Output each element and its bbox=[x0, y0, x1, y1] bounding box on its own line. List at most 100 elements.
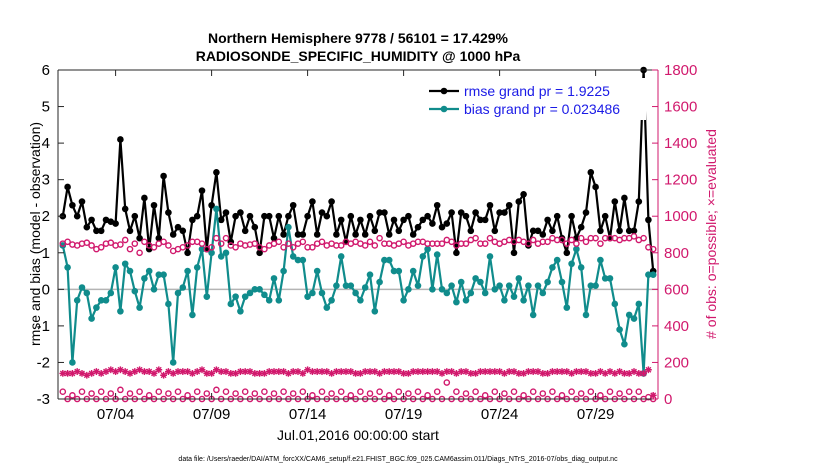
point-rmse bbox=[333, 231, 340, 238]
point-bias bbox=[309, 289, 316, 297]
y-tick-label-right: 1600 bbox=[664, 99, 697, 116]
point-possible bbox=[213, 234, 220, 242]
point-evaluated bbox=[174, 368, 182, 375]
point-bias bbox=[102, 297, 110, 304]
point-evaluated bbox=[213, 366, 220, 374]
point-evaluated bbox=[107, 366, 115, 374]
point-possible bbox=[400, 238, 407, 246]
point-rmse bbox=[208, 201, 215, 209]
point-bias bbox=[462, 297, 470, 304]
point-rmse bbox=[318, 209, 326, 216]
point-bias bbox=[333, 282, 340, 289]
point-rmse bbox=[529, 227, 537, 235]
point-possible-low bbox=[318, 388, 326, 395]
point-evaluated bbox=[189, 370, 196, 377]
point-bias bbox=[419, 253, 427, 260]
point-rmse bbox=[409, 231, 417, 238]
point-bias bbox=[241, 293, 249, 300]
point-bias bbox=[400, 297, 407, 304]
point-rmse bbox=[222, 209, 230, 216]
point-possible bbox=[121, 236, 129, 244]
point-bias bbox=[160, 271, 167, 279]
point-rmse bbox=[371, 227, 379, 235]
point-bias bbox=[169, 359, 177, 366]
point-evaluated bbox=[438, 370, 446, 377]
point-rmse bbox=[294, 231, 302, 238]
point-rmse bbox=[563, 249, 571, 257]
point-bias bbox=[251, 286, 259, 293]
point-rmse bbox=[361, 231, 369, 238]
y-tick-label-right: 200 bbox=[664, 354, 689, 371]
point-bias bbox=[366, 271, 374, 279]
point-bias bbox=[318, 289, 326, 297]
series-evaluated bbox=[59, 366, 657, 399]
y-tick-label-right: 0 bbox=[664, 391, 672, 408]
point-bias bbox=[525, 282, 532, 289]
point-rmse bbox=[126, 227, 134, 235]
point-rmse bbox=[645, 216, 652, 224]
point-rmse bbox=[491, 227, 499, 235]
point-bias bbox=[265, 297, 273, 304]
point-rmse bbox=[549, 227, 556, 235]
y-axis-label-left: rmse and bias (model - observation) bbox=[27, 122, 43, 346]
point-evaluated bbox=[136, 366, 143, 374]
point-rmse bbox=[174, 223, 182, 231]
point-evaluated bbox=[270, 368, 278, 375]
point-evaluated bbox=[501, 370, 508, 377]
point-rmse bbox=[592, 183, 599, 191]
y-tick-label-left: 4 bbox=[42, 135, 50, 152]
point-rmse bbox=[544, 216, 551, 224]
point-evaluated bbox=[376, 370, 383, 377]
point-bias bbox=[390, 267, 398, 275]
point-evaluated bbox=[208, 370, 215, 377]
point-bias bbox=[203, 293, 211, 300]
point-rmse bbox=[381, 209, 388, 216]
legend-marker-rmse bbox=[440, 87, 448, 95]
point-bias bbox=[630, 315, 638, 322]
point-rmse bbox=[184, 249, 191, 257]
point-bias bbox=[539, 289, 547, 297]
point-evaluated bbox=[443, 368, 451, 375]
point-rmse bbox=[193, 212, 201, 220]
axes: -3 -2 -1 0 1 2 3 4 5 6 0 200 400 600 800 1000 1200 1400 16… bbox=[37, 62, 698, 423]
point-bias bbox=[501, 297, 508, 304]
point-bias bbox=[237, 307, 244, 315]
point-possible bbox=[261, 245, 268, 253]
y-tick-label-left: 5 bbox=[42, 99, 50, 116]
point-evaluated bbox=[635, 370, 643, 377]
point-evaluated bbox=[587, 370, 595, 377]
point-bias bbox=[477, 278, 484, 286]
y-tick-label-right: 800 bbox=[664, 245, 689, 262]
point-evaluated bbox=[304, 366, 311, 374]
point-possible-low bbox=[270, 390, 278, 397]
point-rmse bbox=[189, 216, 196, 224]
point-evaluated bbox=[256, 370, 263, 377]
footer-note: data file: /Users/raeder/DAI/ATM_forcXX/… bbox=[178, 456, 618, 463]
point-possible-low bbox=[337, 388, 345, 395]
point-rmse bbox=[117, 136, 124, 143]
point-evaluated bbox=[491, 368, 499, 375]
point-bias bbox=[150, 286, 158, 293]
point-possible bbox=[309, 243, 316, 251]
point-rmse bbox=[313, 231, 321, 238]
y-tick-label-right: 1400 bbox=[664, 135, 697, 152]
point-possible-low bbox=[424, 392, 431, 399]
point-evaluated bbox=[457, 368, 465, 375]
point-evaluated bbox=[227, 370, 235, 377]
point-bias bbox=[64, 264, 71, 271]
legend-label-bias: bias grand pr = 0.023486 bbox=[464, 101, 620, 117]
point-possible-low bbox=[126, 390, 134, 397]
point-possible bbox=[217, 240, 225, 247]
point-possible-low bbox=[472, 388, 479, 395]
point-evaluated bbox=[309, 368, 316, 375]
point-bias bbox=[510, 293, 518, 300]
point-bias bbox=[184, 267, 191, 275]
point-possible bbox=[544, 238, 551, 246]
y-tick-label-right: 1800 bbox=[664, 62, 697, 79]
point-rmse bbox=[438, 223, 446, 231]
point-evaluated bbox=[165, 368, 172, 375]
point-possible-low bbox=[222, 388, 230, 395]
point-evaluated bbox=[121, 368, 129, 375]
point-rmse bbox=[165, 209, 172, 216]
point-possible bbox=[160, 238, 167, 246]
